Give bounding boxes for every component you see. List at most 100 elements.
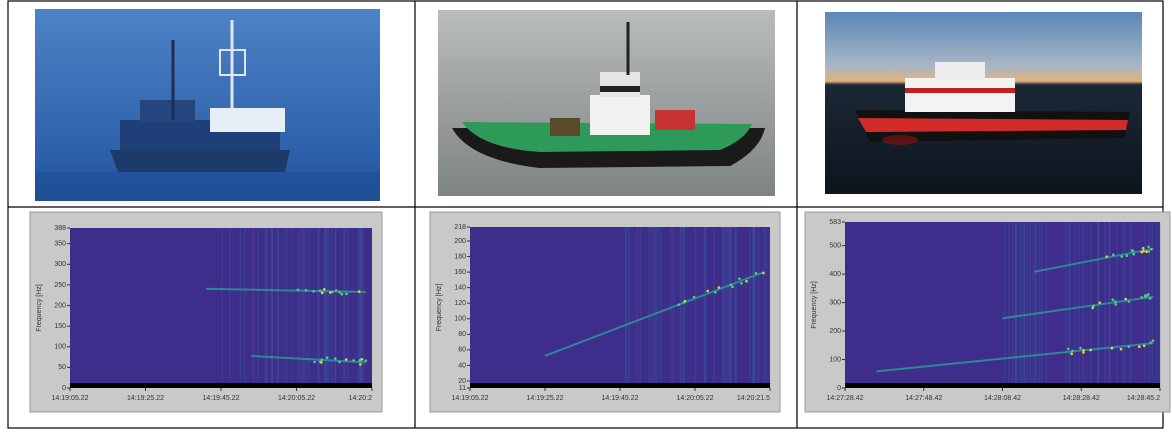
- harmonic-peak: [1105, 255, 1108, 258]
- y-tick-label: 20: [458, 378, 466, 385]
- y-tick-label: 200: [454, 238, 466, 245]
- noise-band: [655, 227, 657, 388]
- y-tick-label: 11: [459, 385, 466, 392]
- noise-band: [253, 228, 255, 388]
- y-axis-label: Frequency [Hz]: [36, 284, 43, 332]
- harmonic-peak: [1140, 251, 1143, 254]
- noise-band: [763, 227, 765, 388]
- noise-band: [749, 227, 751, 388]
- harmonic-peak: [1132, 250, 1135, 253]
- noise-band: [240, 228, 242, 388]
- x-tick-label: 14:28:08.42: [984, 395, 1021, 402]
- noise-band: [651, 227, 653, 388]
- noise-band: [325, 228, 327, 388]
- harmonic-peak: [364, 359, 367, 362]
- page: 388350300250200150100500Frequency [Hz]14…: [0, 0, 1172, 435]
- noise-band: [753, 227, 755, 388]
- noise-band: [1130, 222, 1132, 388]
- harmonic-peak: [1092, 305, 1095, 308]
- figure-table: 388350300250200150100500Frequency [Hz]14…: [0, 0, 1172, 430]
- y-tick-label: 80: [458, 331, 466, 338]
- harmonic-peak: [338, 361, 341, 364]
- harmonic-peak: [714, 291, 717, 294]
- noise-band: [628, 227, 630, 388]
- noise-band: [301, 228, 303, 388]
- harmonic-peak: [1152, 339, 1155, 342]
- noise-band: [221, 228, 223, 388]
- harmonic-peak: [329, 291, 332, 294]
- noise-band: [1022, 222, 1024, 388]
- ship-photo-3: [825, 12, 1142, 194]
- harmonic-peak: [1070, 353, 1073, 356]
- noise-band: [653, 227, 655, 388]
- noise-band: [695, 227, 697, 388]
- harmonic-peak: [755, 272, 758, 275]
- harmonic-peak: [1082, 349, 1085, 352]
- harmonic-peak: [1138, 345, 1141, 348]
- noise-band: [308, 228, 310, 388]
- y-tick-label: 218: [454, 224, 466, 231]
- noise-band: [1104, 222, 1106, 388]
- harmonic-peak: [335, 289, 338, 292]
- noise-band: [1015, 222, 1017, 388]
- harmonic-peak: [1114, 300, 1117, 303]
- noise-band: [292, 228, 294, 388]
- harmonic-peak: [731, 286, 734, 289]
- noise-band: [769, 227, 771, 388]
- y-tick-label: 500: [829, 242, 841, 249]
- noise-band: [1029, 222, 1031, 388]
- x-tick-label: 14:19:25.22: [127, 395, 164, 402]
- harmonic-peak: [345, 293, 348, 296]
- noise-band: [335, 228, 337, 388]
- harmonic-peak: [745, 280, 748, 283]
- y-tick-label: 180: [454, 253, 466, 260]
- noise-band: [1045, 222, 1047, 388]
- x-tick-label: 14:20:2: [349, 395, 372, 402]
- harmonic-peak: [718, 286, 721, 289]
- y-tick-label: 250: [54, 282, 66, 289]
- y-tick-label: 300: [829, 299, 841, 306]
- y-tick-label: 160: [454, 269, 466, 276]
- harmonic-peak: [1089, 349, 1092, 352]
- noise-band: [648, 227, 650, 388]
- harmonic-peak: [762, 272, 765, 275]
- noise-band: [1074, 222, 1076, 388]
- x-tick-label: 14:20:21.5: [737, 395, 770, 402]
- y-tick-label: 60: [458, 347, 466, 354]
- noise-band: [727, 227, 729, 388]
- noise-band: [660, 227, 662, 388]
- harmonic-peak: [297, 289, 300, 292]
- harmonic-peak: [1128, 345, 1131, 348]
- noise-band: [244, 228, 246, 388]
- x-tick-label: 14:27:48.42: [905, 395, 942, 402]
- harmonic-peak: [359, 363, 362, 366]
- y-tick-label: 300: [54, 261, 66, 268]
- harmonic-peak: [345, 358, 348, 361]
- x-tick-label: 14:19:25.22: [527, 395, 564, 402]
- y-tick-label: 140: [454, 285, 466, 292]
- noise-band: [1083, 222, 1085, 388]
- harmonic-peak: [1128, 300, 1131, 303]
- y-tick-label: 150: [54, 323, 66, 330]
- noise-band: [1012, 222, 1014, 388]
- harmonic-peak: [1140, 296, 1143, 299]
- harmonic-peak: [352, 359, 355, 362]
- x-tick-label: 14:20:05.22: [677, 395, 714, 402]
- noise-band: [723, 227, 725, 388]
- harmonic-peak: [334, 357, 337, 360]
- harmonic-peak: [313, 361, 316, 364]
- harmonic-peak: [1120, 348, 1123, 351]
- y-tick-label: 0: [837, 385, 841, 392]
- harmonic-peak: [706, 290, 709, 293]
- harmonic-peak: [358, 290, 361, 293]
- x-tick-label: 14:20:05.22: [278, 395, 315, 402]
- noise-band: [1024, 222, 1025, 388]
- y-tick-label: 583: [829, 219, 841, 226]
- noise-band: [626, 227, 628, 388]
- noise-band: [730, 227, 732, 388]
- y-tick-label: 400: [829, 271, 841, 278]
- noise-band: [637, 227, 639, 388]
- harmonic-peak: [1132, 253, 1135, 256]
